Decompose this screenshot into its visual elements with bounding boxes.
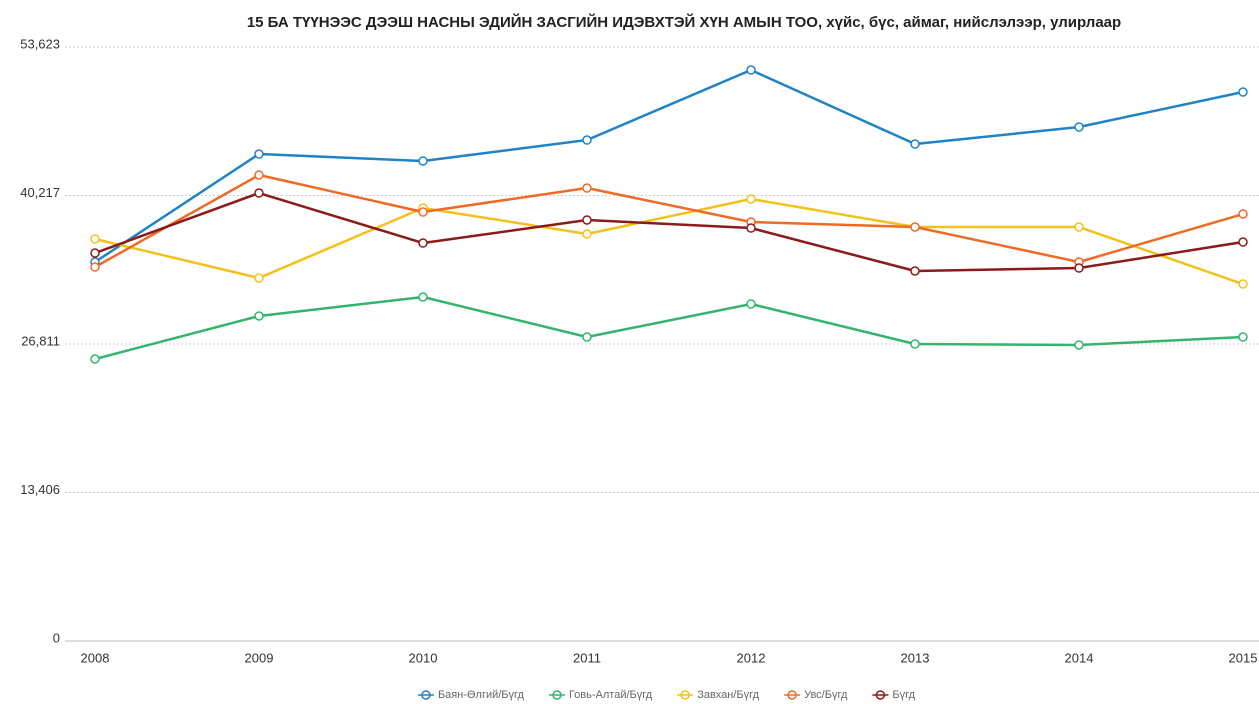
data-point	[90, 248, 100, 258]
data-point	[910, 266, 920, 276]
series-line	[94, 295, 1244, 361]
data-point	[254, 273, 264, 283]
data-point	[910, 139, 920, 149]
data-point	[1074, 340, 1084, 350]
y-tick-label: 13,406	[20, 482, 60, 497]
legend: Баян-Өлгий/Бүгд Говь-Алтай/Бүгд Завхан/Бүг…	[417, 689, 916, 701]
data-point	[90, 262, 100, 272]
data-point	[1238, 279, 1248, 289]
x-tick-label: 2012	[737, 650, 766, 665]
data-point	[910, 222, 920, 232]
legend-label: Завхан/Бүгд	[697, 689, 759, 701]
data-point	[1074, 222, 1084, 232]
y-tick-label: 0	[53, 630, 60, 645]
x-tick-label: 2010	[409, 650, 438, 665]
data-point	[582, 135, 592, 145]
data-point	[910, 339, 920, 349]
y-tick-label: 26,811	[21, 333, 60, 348]
data-point	[746, 223, 756, 233]
data-point	[254, 311, 264, 321]
legend-label: Бүгд	[892, 689, 915, 701]
legend-label: Увс/Бүгд	[804, 689, 848, 701]
data-point	[1074, 122, 1084, 132]
data-point	[90, 354, 100, 364]
x-tick-label: 2009	[245, 650, 274, 665]
data-point	[90, 234, 100, 244]
data-point	[582, 215, 592, 225]
x-tick-label: 2008	[81, 650, 110, 665]
chart-title: 15 БА ТҮҮНЭЭС ДЭЭШ НАСНЫ ЭДИЙН ЗАСГИЙН И…	[247, 13, 1121, 31]
series-line	[94, 68, 1244, 264]
data-point	[1238, 87, 1248, 97]
series-line	[94, 191, 1244, 273]
data-point	[1238, 237, 1248, 247]
data-point	[582, 332, 592, 342]
data-point	[582, 183, 592, 193]
x-tick-label: 2013	[901, 650, 930, 665]
x-tick-label: 2014	[1065, 650, 1094, 665]
y-tick-label: 53,623	[20, 36, 60, 51]
data-point	[418, 207, 428, 217]
y-tick-label: 40,217	[20, 185, 60, 200]
x-tick-label: 2015	[1229, 650, 1258, 665]
series-line	[94, 197, 1244, 286]
data-point	[746, 299, 756, 309]
data-point	[1074, 263, 1084, 273]
data-point	[746, 194, 756, 204]
series-line	[94, 173, 1244, 269]
legend-label: Говь-Алтай/Бүгд	[569, 689, 653, 701]
data-point	[746, 65, 756, 75]
data-point	[418, 156, 428, 166]
data-point	[1238, 332, 1248, 342]
data-point	[254, 170, 264, 180]
data-point	[254, 188, 264, 198]
data-point	[418, 238, 428, 248]
data-point	[418, 292, 428, 302]
data-point	[1238, 209, 1248, 219]
legend-label: Баян-Өлгий/Бүгд	[438, 689, 525, 701]
data-point	[254, 149, 264, 159]
x-tick-label: 2011	[573, 650, 601, 665]
data-point	[582, 229, 592, 239]
